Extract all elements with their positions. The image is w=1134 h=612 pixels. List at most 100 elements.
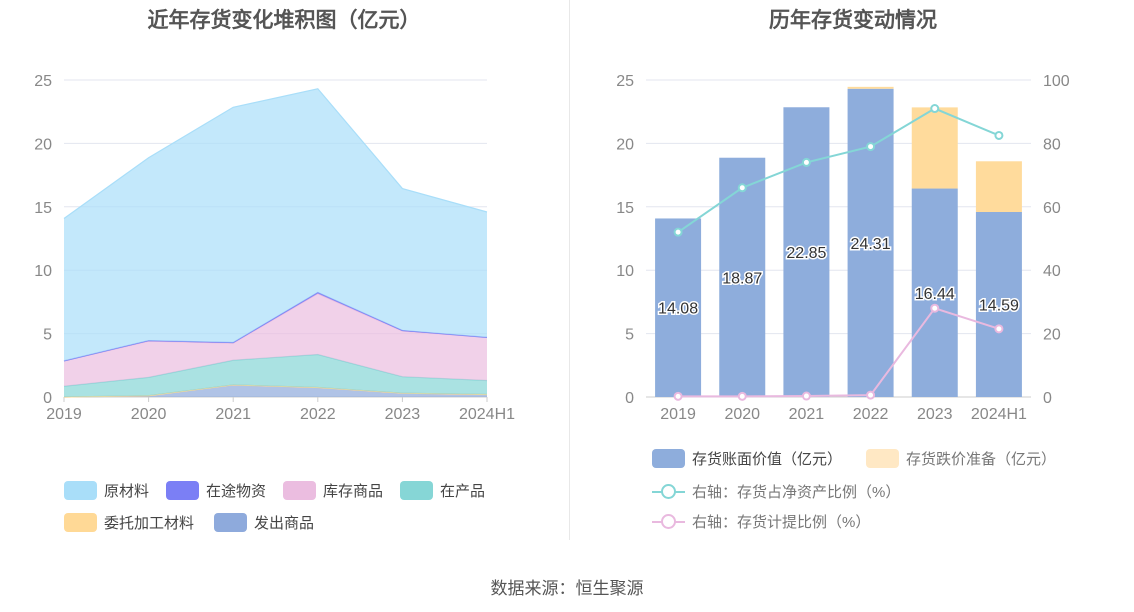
area-库存商品 [64,293,487,387]
y-tick-label: 5 [625,327,634,344]
y2-tick-label: 40 [1043,263,1061,280]
legend-swatch [214,513,247,532]
legend-swatch [64,481,97,500]
x-tick-label: 2024H1 [459,406,515,423]
legend-label: 右轴：存货占净资产比例（%） [692,484,901,501]
legend-label: 存货账面价值（亿元） [692,451,843,468]
y2-tick-label: 80 [1043,136,1061,153]
x-tick-label: 2024H1 [971,406,1027,423]
inventory-stacked-area-chart: 近年存货变化堆积图（亿元） 0 5 10 15 20 25 2019 2020 2021 2022… [0,0,568,560]
x-tick-label: 2021 [789,406,825,423]
left-chart-canvas: 0 5 10 15 20 25 2019 2020 2021 2022 2023 2024H1 [34,73,515,423]
y-tick-label: 10 [34,263,52,280]
legend-item-在产品[interactable]: 在产品 [400,480,485,501]
line-point [801,391,811,401]
line-point [737,183,747,193]
x-tick-label: 2019 [46,406,82,423]
bar-value-label: 18.87 [722,270,762,287]
line-右轴：存货计提比例（%） [678,307,1000,398]
line-point [994,324,1004,334]
legend-swatch [866,449,899,468]
x-tick-label: 2022 [853,406,889,423]
bar-value-label: 14.08 [658,301,698,318]
line-point [866,390,876,400]
x-tick-label: 2023 [385,406,421,423]
legend-swatch [652,482,685,501]
bar-存货账面价值（亿元） [911,188,958,397]
bar-存货账面价值（亿元） [847,88,894,397]
bar-value-label: 16.44 [915,286,955,303]
y-tick-label: 20 [616,136,634,153]
area-edge-在产品 [63,353,488,387]
legend-swatch [652,512,685,531]
area-edge-原材料 [63,88,488,219]
x-tick-label: 2019 [660,406,696,423]
legend-label: 右轴：存货计提比例（%） [692,514,871,531]
legend-label: 发出商品 [254,515,315,532]
line-point [930,303,940,313]
y-tick-label: 0 [625,390,634,407]
legend-item-库存商品[interactable]: 库存商品 [283,480,383,501]
y-tick-label: 25 [34,73,52,90]
x-tick-label: 2020 [131,406,167,423]
y-tick-label: 15 [616,200,634,217]
legend-item-发出商品[interactable]: 发出商品 [214,512,314,533]
legend-label: 存货跌价准备（亿元） [906,451,1057,468]
left-chart-title: 近年存货变化堆积图（亿元） [147,9,421,32]
legend-item-委托加工材料[interactable]: 委托加工材料 [64,512,194,533]
bar-value-label: 24.31 [851,236,891,253]
bar-存货账面价值（亿元） [655,218,702,397]
legend-label: 在产品 [440,483,486,500]
line-point [994,130,1004,140]
line-point [930,104,940,114]
bar-存货跌价准备（亿元） [847,86,894,89]
legend-label: 库存商品 [323,483,384,500]
y-tick-label: 25 [616,73,634,90]
x-tick-label: 2021 [215,406,251,423]
legend-label: 在途物资 [206,483,267,500]
area-发出商品 [64,384,487,397]
x-tick-label: 2022 [300,406,336,423]
bar-存货跌价准备（亿元） [911,107,958,189]
y-tick-label: 10 [616,263,634,280]
legend-item-原材料[interactable]: 原材料 [64,480,149,501]
legend-swatch [400,481,433,500]
legend-item-在途物资[interactable]: 在途物资 [166,480,266,501]
bar-存货跌价准备（亿元） [975,161,1022,212]
y-tick-label: 20 [34,136,52,153]
right-chart-canvas: 0 5 10 15 20 25 0 20 40 60 80 100 2019 2020 2021 2022 20… [616,73,1070,423]
bar-存货账面价值（亿元） [975,211,1022,397]
y2-tick-label: 60 [1043,200,1061,217]
right-chart-title: 历年存货变动情况 [769,9,937,32]
bar-value-label: 14.59 [979,297,1019,314]
legend-item-book-value[interactable]: 存货账面价值（亿元） [652,448,842,469]
area-原材料 [64,88,487,361]
line-右轴：存货占净资产比例（%） [677,107,1000,233]
y-tick-label: 15 [34,200,52,217]
data-source-note: 数据来源：恒生聚源 [490,579,644,598]
line-point [673,227,683,237]
legend-swatch [652,449,685,468]
y2-tick-label: 100 [1043,73,1070,90]
legend-item-inventory-net-asset-ratio[interactable]: 右轴：存货占净资产比例（%） [652,481,900,502]
y2-tick-label: 0 [1043,390,1052,407]
bar-存货账面价值（亿元） [783,107,830,398]
legend-swatch [283,481,316,500]
line-point [737,391,747,401]
inventory-bar-line-chart: 历年存货变动情况 0 5 10 15 20 25 0 20 40 60 80 100 2019 2020 2… [572,0,1134,560]
y-tick-label: 5 [43,327,52,344]
right-chart-legend: 存货账面价值（亿元） 存货跌价准备（亿元） 右轴：存货占净资产比例（%） 右轴：存货计… [572,447,1134,542]
bar-value-label: 22.85 [786,245,826,262]
y-tick-label: 0 [43,390,52,407]
left-chart-legend: 原材料 在途物资 库存商品 在产品委托加工材料 发出商品 [0,478,568,538]
legend-label: 原材料 [104,483,150,500]
area-在产品 [64,354,487,397]
x-tick-label: 2023 [917,406,953,423]
line-point [801,157,811,167]
legend-item-provision-ratio[interactable]: 右轴：存货计提比例（%） [652,511,870,532]
legend-item-impairment[interactable]: 存货跌价准备（亿元） [866,448,1056,469]
panel-divider [569,0,570,540]
legend-swatch [166,481,199,500]
legend-swatch [64,513,97,532]
y2-tick-label: 20 [1043,327,1061,344]
